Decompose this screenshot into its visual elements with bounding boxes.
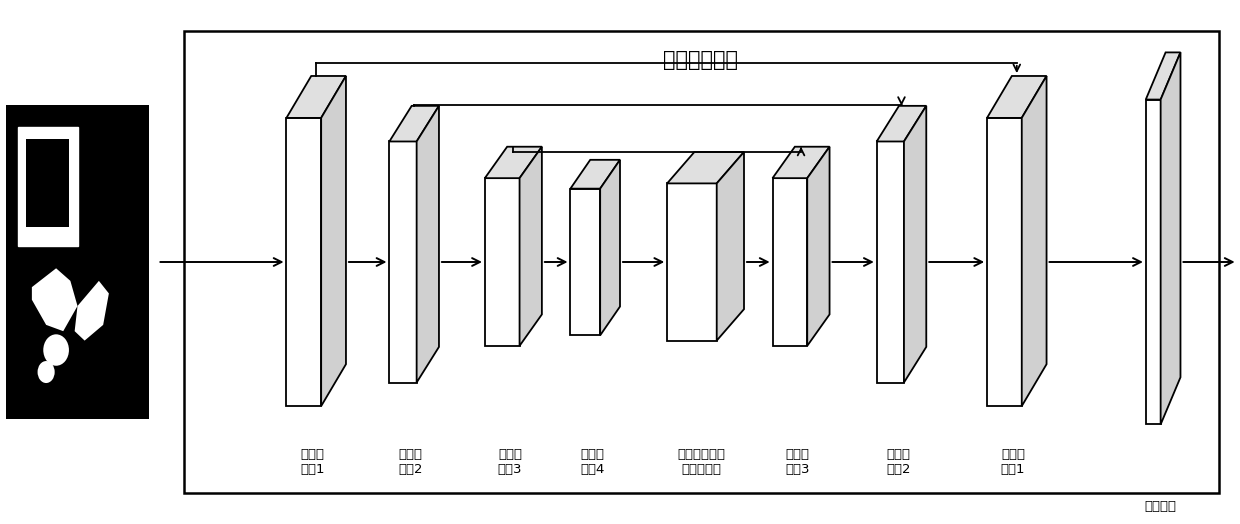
Text: 深度神经网络: 深度神经网络 [663, 50, 738, 70]
Polygon shape [1146, 52, 1180, 100]
Polygon shape [389, 141, 417, 383]
Polygon shape [773, 147, 830, 178]
Ellipse shape [37, 361, 55, 383]
Polygon shape [485, 178, 520, 346]
Polygon shape [877, 141, 904, 383]
Text: 上采样
模块2: 上采样 模块2 [885, 448, 910, 476]
Polygon shape [807, 147, 830, 346]
Polygon shape [389, 106, 439, 141]
Text: 上采样
模块3: 上采样 模块3 [785, 448, 810, 476]
Text: 下采样
模块2: 下采样 模块2 [398, 448, 423, 476]
Polygon shape [570, 189, 600, 335]
Polygon shape [570, 160, 620, 189]
Polygon shape [717, 152, 744, 341]
Polygon shape [773, 178, 807, 346]
Text: 下采样
模块1: 下采样 模块1 [300, 448, 325, 476]
Bar [26, 139, 69, 227]
Polygon shape [32, 268, 78, 331]
Text: 下采样
模块4: 下采样 模块4 [580, 448, 604, 476]
Polygon shape [485, 147, 542, 178]
Text: 空洞空间金字
塔池化模块: 空洞空间金字 塔池化模块 [677, 448, 725, 476]
Polygon shape [667, 183, 717, 341]
Polygon shape [417, 106, 439, 383]
Bar [184, 31, 1219, 493]
Polygon shape [1146, 100, 1161, 424]
Polygon shape [667, 152, 744, 183]
Ellipse shape [43, 334, 69, 366]
Polygon shape [321, 76, 346, 406]
Polygon shape [600, 160, 620, 335]
Polygon shape [877, 106, 926, 141]
Bar [17, 127, 78, 246]
Polygon shape [904, 106, 926, 383]
Polygon shape [1022, 76, 1047, 406]
Polygon shape [286, 118, 321, 406]
Text: 下采样
模块3: 下采样 模块3 [497, 448, 522, 476]
Text: 分类模块: 分类模块 [1145, 500, 1177, 514]
Text: 上采样
模块1: 上采样 模块1 [1001, 448, 1025, 476]
Polygon shape [286, 76, 346, 118]
Polygon shape [1161, 52, 1180, 424]
Polygon shape [987, 76, 1047, 118]
Polygon shape [74, 281, 109, 341]
Polygon shape [520, 147, 542, 346]
Polygon shape [987, 118, 1022, 406]
